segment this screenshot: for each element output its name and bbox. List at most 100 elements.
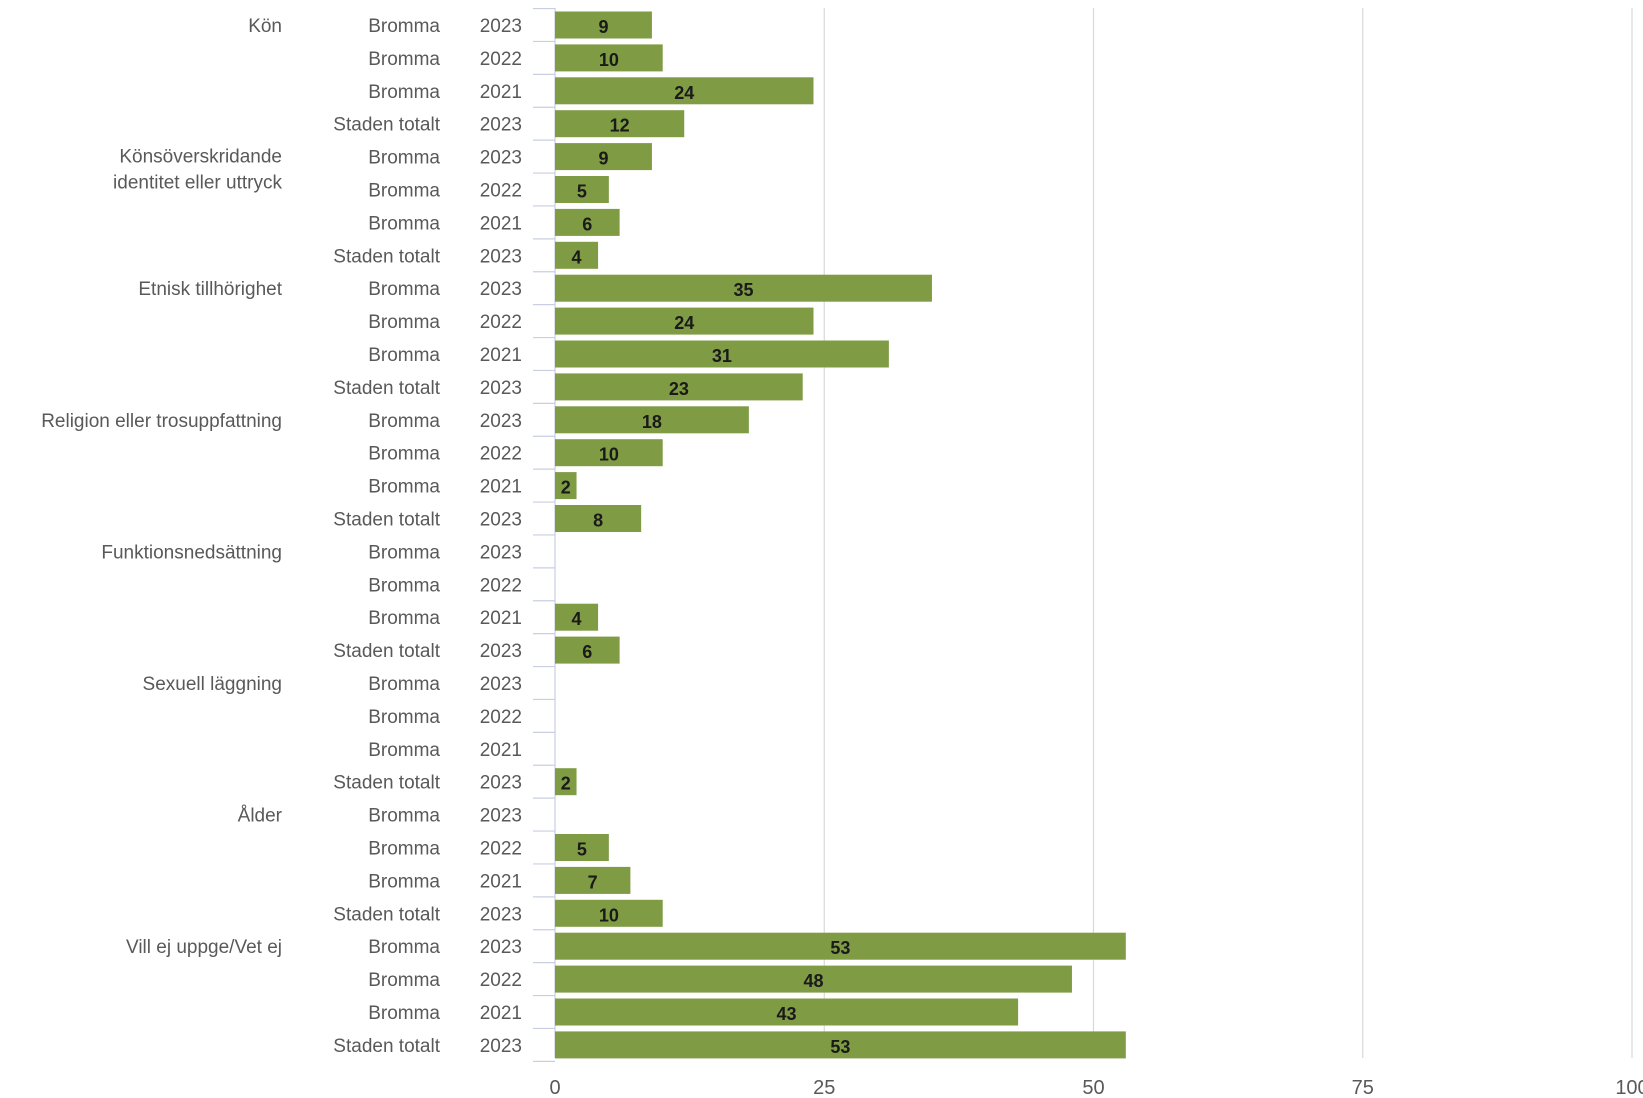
area-label: Bromma: [368, 542, 440, 563]
bar-value-label: 6: [582, 642, 592, 662]
area-label: Bromma: [368, 49, 440, 70]
area-label: Bromma: [368, 148, 440, 169]
gridlines: [823, 8, 1633, 1058]
area-label: Staden totalt: [333, 510, 440, 531]
year-label: 2023: [480, 246, 522, 267]
x-tick-label: 100: [1615, 1077, 1643, 1098]
bar: [555, 899, 663, 927]
bar-value-label: 18: [642, 412, 662, 432]
bar: [555, 274, 932, 302]
bar-value-label: 4: [572, 247, 582, 267]
area-label: Staden totalt: [333, 641, 440, 662]
year-label: 2021: [480, 345, 522, 366]
year-label: 2023: [480, 148, 522, 169]
category-labels: Kön Bromma 2023 Bromma 2022 Bromma 2021 Staden …: [41, 16, 522, 1057]
area-label: Staden totalt: [333, 773, 440, 794]
bar: [555, 143, 652, 171]
x-tick-label: 25: [813, 1077, 835, 1098]
year-label: 2021: [480, 1003, 522, 1024]
year-label: 2021: [480, 871, 522, 892]
year-label: 2022: [480, 312, 522, 333]
year-label: 2023: [480, 510, 522, 531]
bar: [555, 110, 685, 138]
group-label: Sexuell läggning: [143, 674, 282, 695]
group-label: Vill ej uppge/Vet ej: [126, 937, 282, 958]
bar: [555, 636, 620, 664]
year-label: 2023: [480, 641, 522, 662]
bar: [555, 11, 652, 39]
x-tick-label: 50: [1082, 1077, 1104, 1098]
group-label: Kön: [248, 16, 282, 37]
group-label: Funktionsnedsättning: [101, 542, 282, 563]
bar: [555, 44, 663, 72]
bar: [555, 340, 889, 368]
area-label: Bromma: [368, 213, 440, 234]
bar-value-label: 43: [777, 1004, 797, 1024]
bar-value-label: 35: [733, 280, 753, 300]
area-label: Bromma: [368, 1003, 440, 1024]
area-label: Staden totalt: [333, 1036, 440, 1057]
area-label: Staden totalt: [333, 378, 440, 399]
area-label: Staden totalt: [333, 115, 440, 136]
year-label: 2023: [480, 16, 522, 37]
year-label: 2023: [480, 115, 522, 136]
area-label: Bromma: [368, 181, 440, 202]
bar: [555, 439, 663, 467]
bar: [555, 176, 609, 203]
year-label: 2021: [480, 608, 522, 629]
bar: [555, 1031, 1126, 1059]
area-label: Bromma: [368, 16, 440, 37]
bar: [555, 241, 599, 269]
bar-value-label: 9: [598, 17, 608, 37]
area-label: Bromma: [368, 575, 440, 596]
year-label: 2022: [480, 49, 522, 70]
bar: [555, 208, 620, 236]
year-label: 2023: [480, 279, 522, 300]
bar-value-label: 2: [561, 774, 571, 794]
x-tick-label: 75: [1352, 1077, 1374, 1098]
area-label: Bromma: [368, 806, 440, 827]
bar: [555, 768, 577, 796]
bar-value-label: 12: [610, 116, 630, 136]
year-label: 2022: [480, 707, 522, 728]
bar: [555, 472, 577, 500]
bar-value-label: 6: [582, 214, 592, 234]
year-label: 2021: [480, 82, 522, 103]
group-label-line: Könsöverskridande: [119, 147, 282, 168]
year-label: 2023: [480, 542, 522, 563]
area-label: Bromma: [368, 839, 440, 860]
area-label: Bromma: [368, 312, 440, 333]
bar-value-label: 10: [599, 445, 619, 465]
year-label: 2023: [480, 674, 522, 695]
area-label: Staden totalt: [333, 904, 440, 925]
group-label: Könsöverskridande identitet eller uttryck: [113, 147, 282, 194]
year-label: 2023: [480, 937, 522, 958]
bar: [555, 373, 803, 401]
category-axis: [533, 7, 556, 1062]
area-label: Bromma: [368, 279, 440, 300]
year-label: 2023: [480, 773, 522, 794]
year-label: 2023: [480, 378, 522, 399]
bar-value-label: 2: [561, 478, 571, 498]
bar-value-label: 31: [712, 346, 732, 366]
year-label: 2022: [480, 181, 522, 202]
bar-value-label: 10: [599, 50, 619, 70]
bar: [555, 932, 1126, 960]
bar: [555, 866, 631, 894]
year-label: 2021: [480, 213, 522, 234]
area-label: Bromma: [368, 444, 440, 465]
x-axis-ticks: 0 25 50 75 100: [549, 1077, 1643, 1098]
bar-value-label: 24: [674, 313, 694, 333]
area-label: Bromma: [368, 674, 440, 695]
bar-value-label: 4: [572, 609, 582, 629]
bar-value-label: 5: [577, 840, 587, 860]
year-label: 2022: [480, 970, 522, 991]
bar-value-label: 53: [830, 938, 850, 958]
year-label: 2023: [480, 411, 522, 432]
area-label: Staden totalt: [333, 246, 440, 267]
bar: [555, 998, 1019, 1026]
area-label: Bromma: [368, 411, 440, 432]
area-label: Bromma: [368, 937, 440, 958]
